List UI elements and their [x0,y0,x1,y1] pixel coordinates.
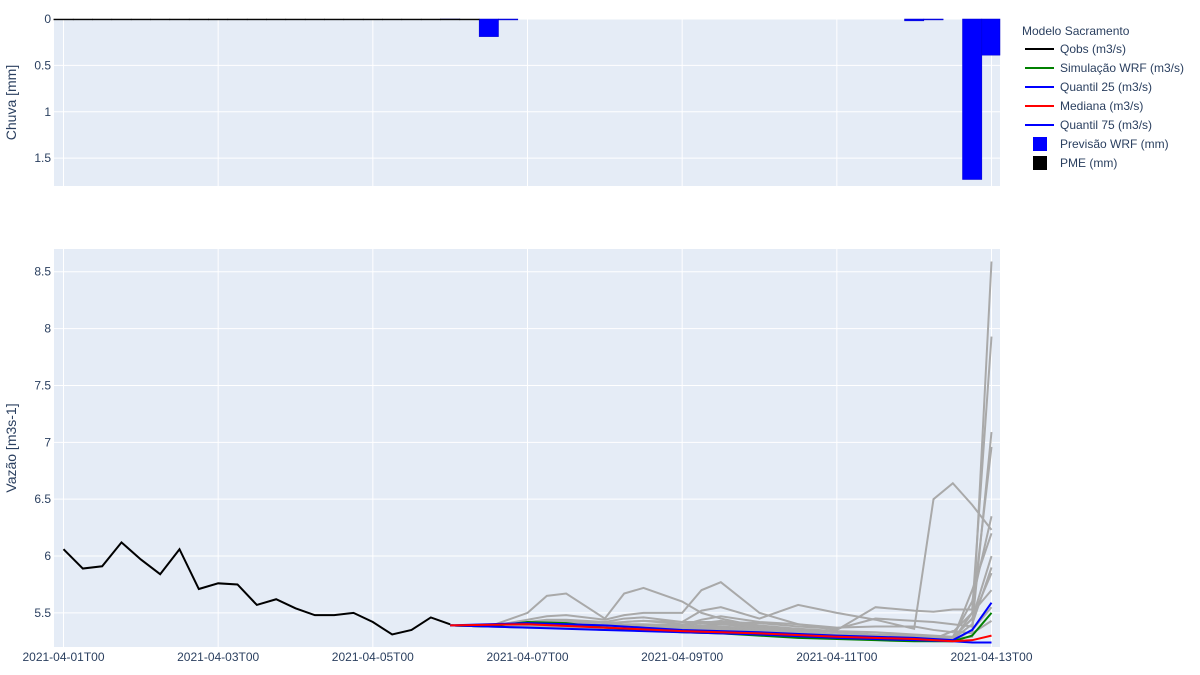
x-tick-label: 2021-04-03T00 [177,650,259,664]
pme-rain-bar [188,18,209,21]
legend-item-label: Previsão WRF (mm) [1060,137,1169,151]
pme-rain-bar [401,18,422,21]
pme-rain-bar [459,18,480,21]
pme-rain-bar [53,18,74,21]
ensemble-member-line [450,481,993,631]
wrf-rain-bar [478,18,499,37]
legend-square-swatch [1033,156,1047,170]
pme-rain-bar [343,18,364,21]
flow-lines [62,261,993,644]
pme-rain-bar [420,18,441,21]
wrf-rain-bar [904,18,925,22]
pme-rain-bar [304,18,325,21]
pme-rain-bar [130,18,151,21]
pme-rain-bar [266,18,287,21]
legend-item[interactable]: Qobs (m3/s) [1025,42,1126,56]
flow-y-tick-label: 7 [44,435,51,449]
flow-y-tick-label: 6.5 [34,492,51,506]
median-line [450,623,992,643]
rain-y-tick-label: 0 [44,12,51,26]
x-tick-label: 2021-04-09T00 [641,650,723,664]
legend-title: Modelo Sacramento [1022,24,1130,38]
legend-item[interactable]: Quantil 25 (m3/s) [1025,80,1152,94]
flow-y-tick-label: 7.5 [34,378,51,392]
legend-square-swatch [1033,137,1047,151]
pme-rain-bar [169,18,190,21]
wrf-rain-bar [962,18,983,180]
legend-item-label: PME (mm) [1060,156,1117,170]
wrf-rain-bar [498,18,519,21]
flow-y-tick-label: 8.5 [34,265,51,279]
pme-rain-bar [208,18,229,21]
rain-y-tick-label: 1 [44,105,51,119]
quantile-75-line [450,602,993,642]
legend-item[interactable]: PME (mm) [1033,156,1117,170]
rain-y-tick-label: 0.5 [34,58,51,72]
legend-item-label: Quantil 75 (m3/s) [1060,118,1152,132]
pme-rain-bar [362,18,383,21]
x-tick-label: 2021-04-11T00 [796,650,877,664]
legend-item[interactable]: Quantil 75 (m3/s) [1025,118,1152,132]
flow-y-axis-title: Vazão [m3s-1] [3,403,19,492]
legend[interactable]: Modelo Sacramento Qobs (m3/s) Simulação WR… [1022,24,1184,170]
x-tick-label: 2021-04-13T00 [950,650,1032,664]
x-tick-label: 2021-04-05T00 [332,650,414,664]
legend-item-label: Qobs (m3/s) [1060,42,1126,56]
rain-y-tick-label: 1.5 [34,151,51,165]
rain-subplot: 0 0.5 1 1.5 Chuva [mm] [3,12,1001,186]
flow-y-tick-label: 6 [44,549,51,563]
pme-rain-bar [150,18,171,21]
pme-rain-bar [285,18,306,21]
quantile-25-line [450,624,992,644]
pme-rain-bar [92,18,113,21]
legend-item[interactable]: Mediana (m3/s) [1025,99,1143,113]
qobs-line [62,540,451,636]
pme-rain-bar [382,18,403,21]
pme-rain-bar [111,18,132,21]
x-tick-label: 2021-04-01T00 [22,650,104,664]
pme-rain-bar [440,18,461,21]
pme-rain-bar [72,18,93,21]
rain-y-axis-title: Chuva [mm] [3,65,19,140]
legend-item-label: Quantil 25 (m3/s) [1060,80,1152,94]
wrf-rain-bar [981,18,1001,56]
wrf-rain-bar [923,18,944,21]
ensemble-member-line [450,336,993,631]
legend-item[interactable]: Previsão WRF (mm) [1033,137,1169,151]
legend-item-label: Mediana (m3/s) [1060,99,1143,113]
legend-item-label: Simulação WRF (m3/s) [1060,61,1184,75]
flow-y-tick-label: 5.5 [34,606,51,620]
legend-item[interactable]: Simulação WRF (m3/s) [1025,61,1184,75]
flow-y-tick-label: 8 [44,322,51,336]
pme-rain-bar [246,18,267,21]
flow-subplot: 2021-04-01T00 2021-04-03T00 2021-04-05T00 2… [3,249,1033,664]
x-tick-label: 2021-04-07T00 [486,650,568,664]
pme-rain-bar [227,18,248,21]
pme-rain-bar [324,18,345,21]
